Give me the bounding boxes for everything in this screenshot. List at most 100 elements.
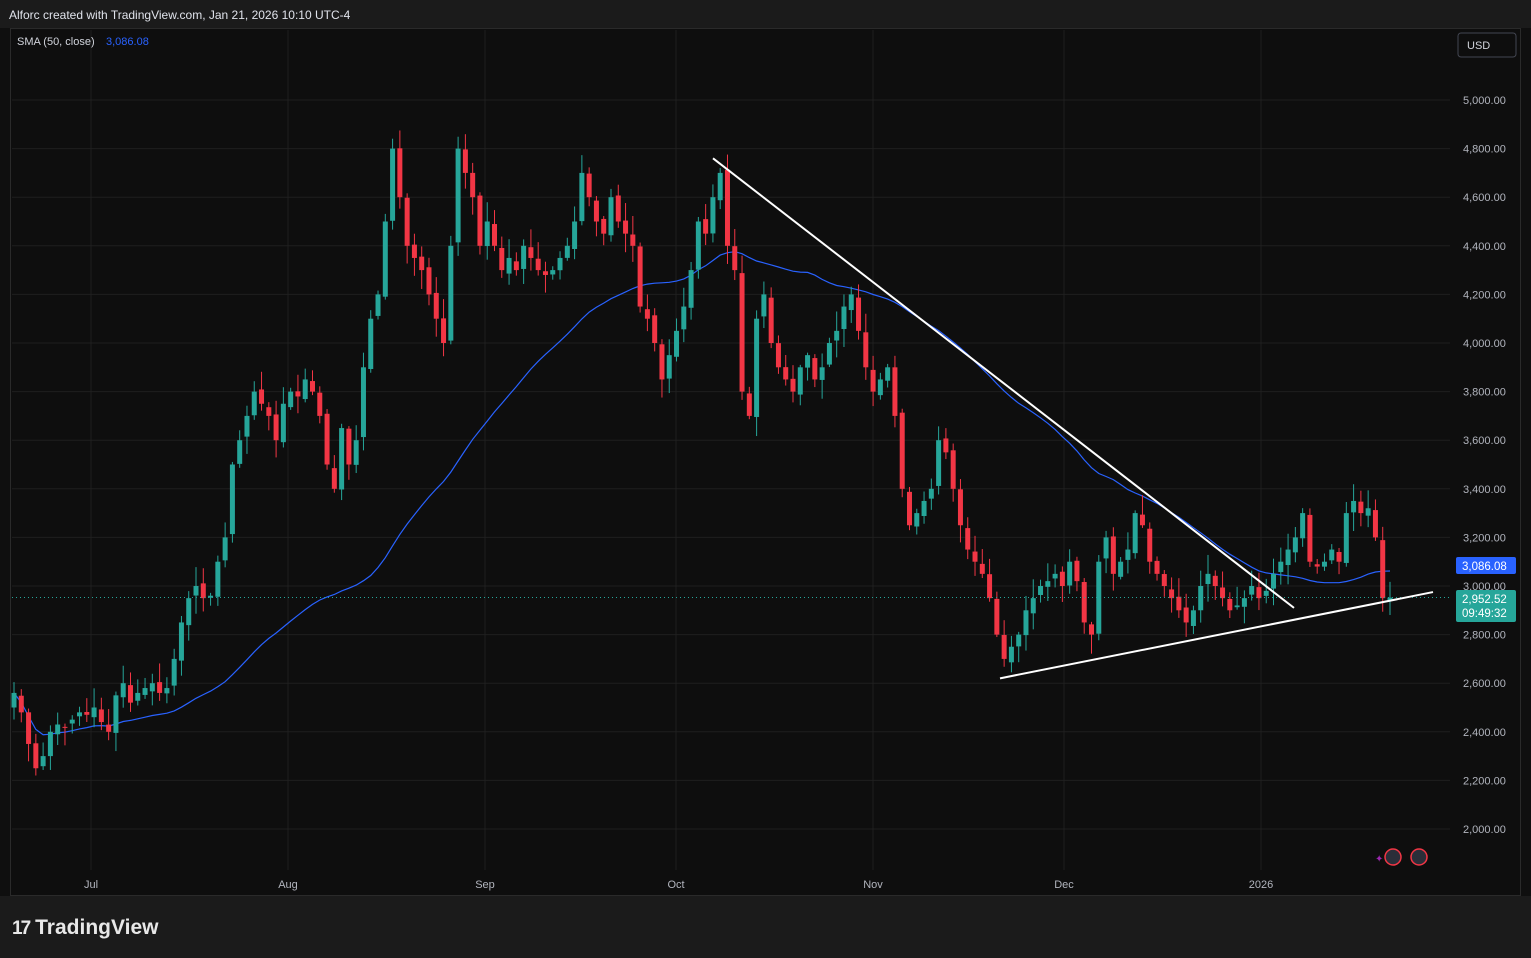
candle-body xyxy=(208,595,214,598)
candle-body xyxy=(535,258,541,271)
candle-body xyxy=(848,294,854,311)
y-axis-tick-label: 3,800.00 xyxy=(1463,387,1506,399)
candle-body xyxy=(965,528,971,550)
candle-body xyxy=(1030,598,1036,614)
candle-body xyxy=(870,369,876,392)
currency-button-label[interactable]: USD xyxy=(1467,40,1490,52)
candle-body xyxy=(513,261,519,271)
candle-body xyxy=(33,743,39,769)
candle-body xyxy=(601,218,607,234)
candle-body xyxy=(557,257,563,271)
candle-body xyxy=(528,247,534,258)
candle-body xyxy=(564,245,570,258)
x-axis-tick-label: 2026 xyxy=(1249,879,1273,891)
candle-body xyxy=(644,309,650,319)
candle-body xyxy=(1147,528,1153,562)
candle-body xyxy=(113,695,119,733)
candle-body xyxy=(186,598,192,626)
candle-body xyxy=(826,343,832,365)
candle-body xyxy=(77,712,83,717)
candle-body xyxy=(1161,574,1167,586)
candle-body xyxy=(732,246,738,271)
candle-body xyxy=(1336,552,1342,562)
candle-body xyxy=(1016,634,1022,647)
indicator-name[interactable]: SMA (50, close) xyxy=(17,36,95,48)
candle-body xyxy=(200,583,206,599)
candle-body xyxy=(521,245,527,269)
candle-body xyxy=(863,332,869,368)
candle-body xyxy=(237,440,243,464)
candle-body xyxy=(797,367,803,395)
candle-body xyxy=(1351,500,1357,513)
candle-body xyxy=(339,428,345,490)
candle-body xyxy=(317,392,323,416)
candle-body xyxy=(1234,605,1240,608)
candle-body xyxy=(586,173,592,198)
candle-body xyxy=(244,415,250,437)
candle-body xyxy=(1278,561,1284,573)
sparkle-event-icon[interactable]: ✦ xyxy=(1375,854,1383,865)
candle-body xyxy=(11,692,17,708)
candle-body xyxy=(280,403,286,443)
candle-body xyxy=(630,234,636,246)
candle-body xyxy=(1263,590,1269,596)
candle-body xyxy=(1329,549,1335,561)
candle-body xyxy=(666,355,672,379)
candle-body xyxy=(1372,510,1378,538)
candle-body xyxy=(142,688,148,695)
candle-body xyxy=(819,367,825,380)
candle-body xyxy=(754,318,760,417)
currency-button[interactable] xyxy=(1457,32,1517,58)
candle-body xyxy=(1059,571,1065,586)
us-flag-event-icon[interactable] xyxy=(1410,848,1428,866)
trendlines xyxy=(12,157,1450,680)
candle-body xyxy=(149,683,155,692)
last-price-tag xyxy=(1456,590,1516,622)
candle-body xyxy=(1118,561,1124,577)
y-axis-tick-label: 3,400.00 xyxy=(1463,484,1506,496)
candle-body xyxy=(171,658,177,686)
candle-body xyxy=(659,344,665,380)
y-axis-tick-label: 3,200.00 xyxy=(1463,532,1506,544)
candle-body xyxy=(783,367,789,380)
candle-body xyxy=(834,330,840,341)
candle-body xyxy=(448,245,454,341)
ascending-trendline xyxy=(999,591,1434,680)
candle-body xyxy=(710,197,716,234)
us-flag-event-icon[interactable] xyxy=(1384,848,1402,866)
candle-body xyxy=(608,197,614,236)
candle-body xyxy=(411,244,417,258)
candle-body xyxy=(1067,561,1073,586)
candle-body xyxy=(542,271,548,275)
indicator-value: 3,086.08 xyxy=(106,36,149,48)
candle-body xyxy=(55,724,61,735)
candle-body xyxy=(1365,508,1371,516)
candle-body xyxy=(426,267,432,295)
chart-attribution-title: Alforc created with TradingView.com, Jan… xyxy=(9,8,351,22)
candle-body xyxy=(193,586,199,596)
y-axis-tick-label: 2,600.00 xyxy=(1463,678,1506,690)
candle-body xyxy=(1307,514,1313,562)
candle-body xyxy=(251,391,257,416)
candle-body xyxy=(1103,537,1109,559)
y-axis-tick-label: 2,200.00 xyxy=(1463,775,1506,787)
candle-body xyxy=(47,731,53,757)
candle-body xyxy=(1190,610,1196,626)
candle-body xyxy=(127,685,133,703)
candle-body xyxy=(1154,560,1160,574)
candle-body xyxy=(805,355,811,368)
y-axis-tick-label: 4,600.00 xyxy=(1463,192,1506,204)
tradingview-logo[interactable]: 17 TradingView xyxy=(12,916,158,940)
x-axis-tick-label: Oct xyxy=(667,879,684,891)
y-axis-tick-label: 2,400.00 xyxy=(1463,727,1506,739)
candle-body xyxy=(987,574,993,599)
candle-body xyxy=(593,200,599,222)
candle-body xyxy=(1001,634,1007,659)
candle-body xyxy=(62,726,68,728)
x-axis-tick-label: Nov xyxy=(863,879,883,891)
candle-body xyxy=(1387,597,1393,601)
candle-body xyxy=(812,358,818,380)
candle-body xyxy=(1321,561,1327,567)
x-axis-ticks: Jul Aug Sep Oct Nov Dec 2026 xyxy=(84,879,1273,891)
